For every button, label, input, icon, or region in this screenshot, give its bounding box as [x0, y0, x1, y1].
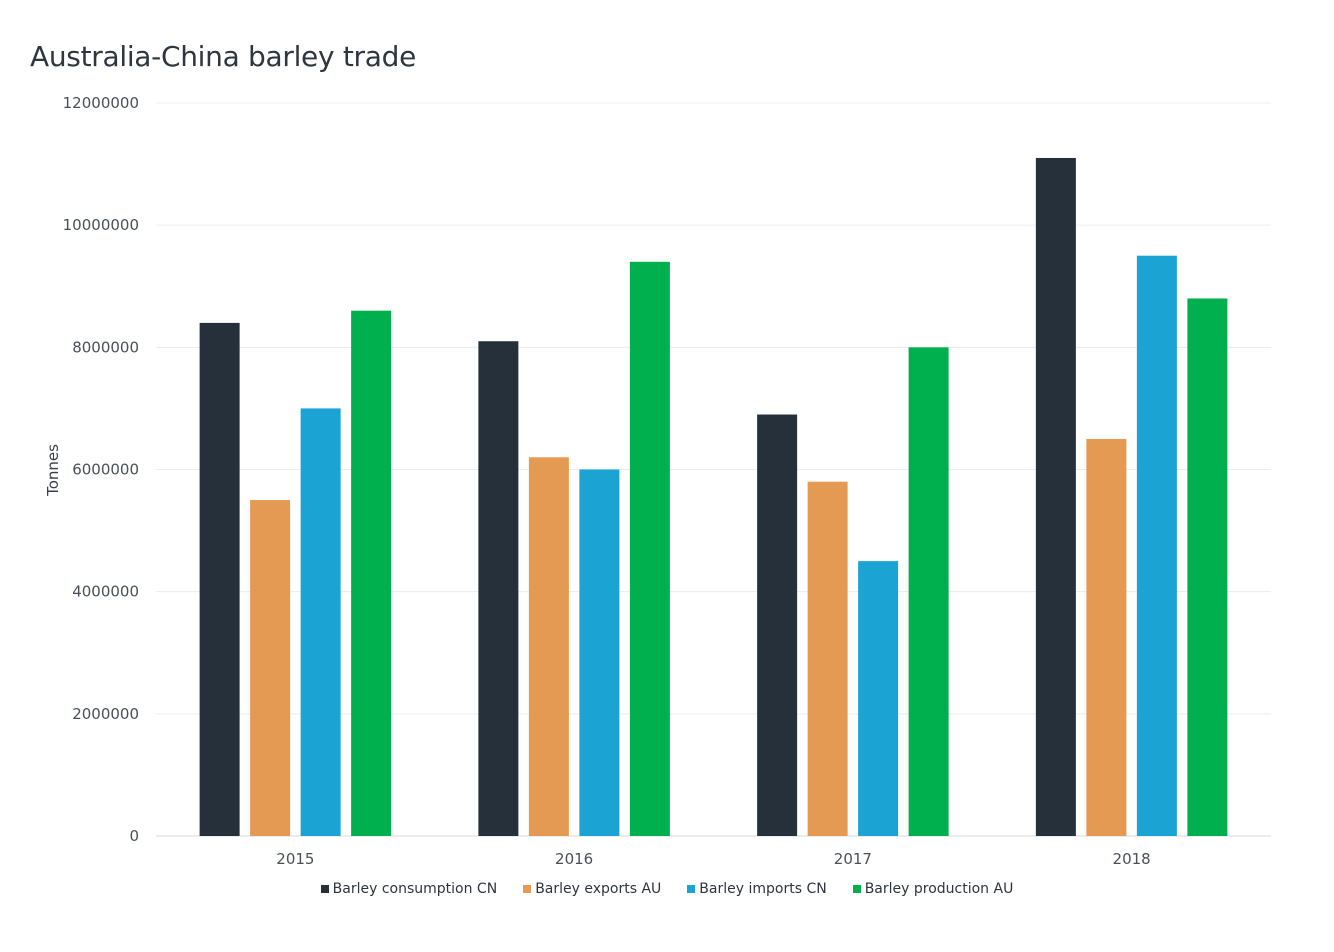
- legend-label: Barley exports AU: [535, 881, 662, 897]
- x-tick-label: 2017: [834, 850, 872, 868]
- y-axis-ticks: 0 2000000 4000000 6000000 8000000 10000000 120…: [63, 94, 139, 845]
- bar: [1187, 298, 1228, 836]
- bar: [250, 500, 291, 836]
- bar: [579, 469, 620, 836]
- y-tick-label: 2000000: [72, 705, 139, 723]
- x-axis-ticks: 2015 2016 2017 2018: [276, 850, 1150, 868]
- x-tick-label: 2016: [555, 850, 593, 868]
- y-tick-label: 0: [129, 827, 139, 845]
- bar: [528, 457, 569, 836]
- legend-label: Barley consumption CN: [332, 881, 498, 897]
- y-tick-label: 12000000: [63, 94, 139, 112]
- bar: [1136, 255, 1177, 837]
- legend-swatch: [523, 885, 532, 893]
- bar: [1035, 157, 1076, 837]
- bar: [858, 561, 899, 836]
- bar: [300, 408, 341, 836]
- legend: Barley consumption CN Barley exports AU Ba…: [0, 881, 1334, 897]
- gridlines: [156, 102, 1271, 837]
- bar: [629, 261, 670, 837]
- bar: [757, 414, 798, 836]
- legend-item: Barley exports AU: [523, 881, 661, 897]
- legend-item: Barley imports CN: [687, 881, 827, 897]
- bar: [1086, 438, 1127, 836]
- y-tick-label: 10000000: [63, 216, 139, 234]
- x-tick-label: 2015: [276, 850, 314, 868]
- legend-swatch: [687, 885, 696, 893]
- bars: [199, 157, 1228, 837]
- y-tick-label: 4000000: [72, 583, 139, 601]
- bar: [199, 322, 240, 836]
- y-tick-label: 8000000: [72, 338, 139, 356]
- legend-swatch: [852, 885, 861, 893]
- bar: [478, 341, 519, 836]
- x-tick-label: 2018: [1113, 850, 1151, 868]
- legend-label: Barley production AU: [864, 881, 1014, 897]
- chart-title: Australia-China barley trade: [30, 40, 417, 73]
- legend-label: Barley imports CN: [699, 881, 827, 897]
- legend-item: Barley consumption CN: [320, 881, 498, 897]
- y-tick-label: 6000000: [72, 461, 139, 479]
- legend-swatch: [320, 885, 329, 893]
- bar: [908, 347, 949, 836]
- bar: [351, 310, 392, 836]
- bar: [807, 481, 848, 836]
- y-axis-label: Tonnes: [44, 444, 62, 497]
- legend-item: Barley production AU: [852, 881, 1014, 897]
